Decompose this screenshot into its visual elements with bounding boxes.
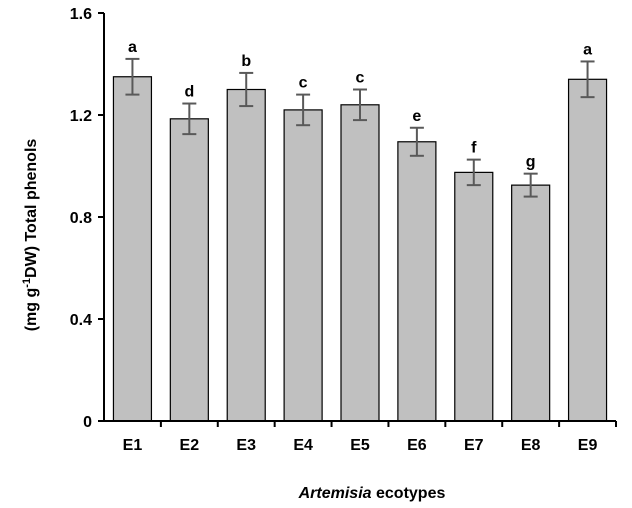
significance-label-E2: d <box>184 84 194 101</box>
significance-labels: a d b c c e f g a <box>128 39 592 171</box>
error-bar-E2 <box>182 102 197 136</box>
bar-E2 <box>169 118 209 422</box>
error-bar-E1 <box>125 57 140 96</box>
error-bar-E5 <box>353 88 367 122</box>
y-axis-ticks: 0 0.4 0.8 1.2 1.6 <box>70 6 104 431</box>
significance-label-E3: b <box>241 53 251 70</box>
error-bars <box>125 57 595 198</box>
y-axis-title: (mg g-1DW) Total phenols <box>21 139 40 332</box>
error-bar-E4 <box>296 93 311 127</box>
bar-E5 <box>340 104 380 422</box>
error-bar-E7 <box>466 158 481 187</box>
y-axis-title-suffix: DW) Total phenols <box>23 139 40 278</box>
x-axis-title: Artemisia ecotypes <box>298 485 446 502</box>
error-bar-E9 <box>580 60 595 99</box>
bar-E8 <box>511 184 551 422</box>
y-tick-label: 0.8 <box>70 210 92 227</box>
error-bar-E3 <box>239 71 254 108</box>
significance-label-E5: c <box>356 70 365 87</box>
x-tick-label-E5: E5 <box>350 437 370 454</box>
x-tick-label-E8: E8 <box>521 437 541 454</box>
bar-E6 <box>397 141 437 422</box>
x-tick-label-E7: E7 <box>464 437 484 454</box>
y-axis-title-prefix: (mg g <box>23 288 40 332</box>
significance-label-E6: e <box>412 108 421 125</box>
error-bar-E6 <box>409 126 424 157</box>
x-axis-ticks: E1 E2 E3 E4 E5 E6 E7 E8 E9 <box>123 421 617 454</box>
y-tick-label: 0.4 <box>70 312 92 329</box>
bar-E7 <box>454 171 494 422</box>
bar-E1 <box>112 76 153 422</box>
bars <box>112 76 608 422</box>
significance-label-E8: g <box>526 154 536 171</box>
x-axis-title-italic: Artemisia <box>298 485 372 502</box>
y-tick-label: 1.2 <box>70 108 92 125</box>
significance-label-E9: a <box>583 41 592 58</box>
x-tick-label-E6: E6 <box>407 437 427 454</box>
error-bar-E8 <box>523 172 538 198</box>
bar-E4 <box>283 109 323 422</box>
x-tick-label-E2: E2 <box>180 437 200 454</box>
bar-E9 <box>567 78 608 422</box>
significance-label-E4: c <box>299 75 308 92</box>
x-tick-label-E1: E1 <box>123 437 143 454</box>
x-tick-label-E9: E9 <box>578 437 598 454</box>
significance-label-E1: a <box>128 39 137 56</box>
y-tick-label: 0 <box>83 414 92 431</box>
x-axis-title-rest: ecotypes <box>372 485 446 502</box>
x-tick-label-E4: E4 <box>293 437 313 454</box>
bar-E3 <box>226 88 266 422</box>
x-tick-label-E3: E3 <box>236 437 256 454</box>
y-tick-label: 1.6 <box>70 6 92 23</box>
significance-label-E7: f <box>471 140 477 157</box>
y-axis-title-superscript: -1 <box>21 278 33 288</box>
